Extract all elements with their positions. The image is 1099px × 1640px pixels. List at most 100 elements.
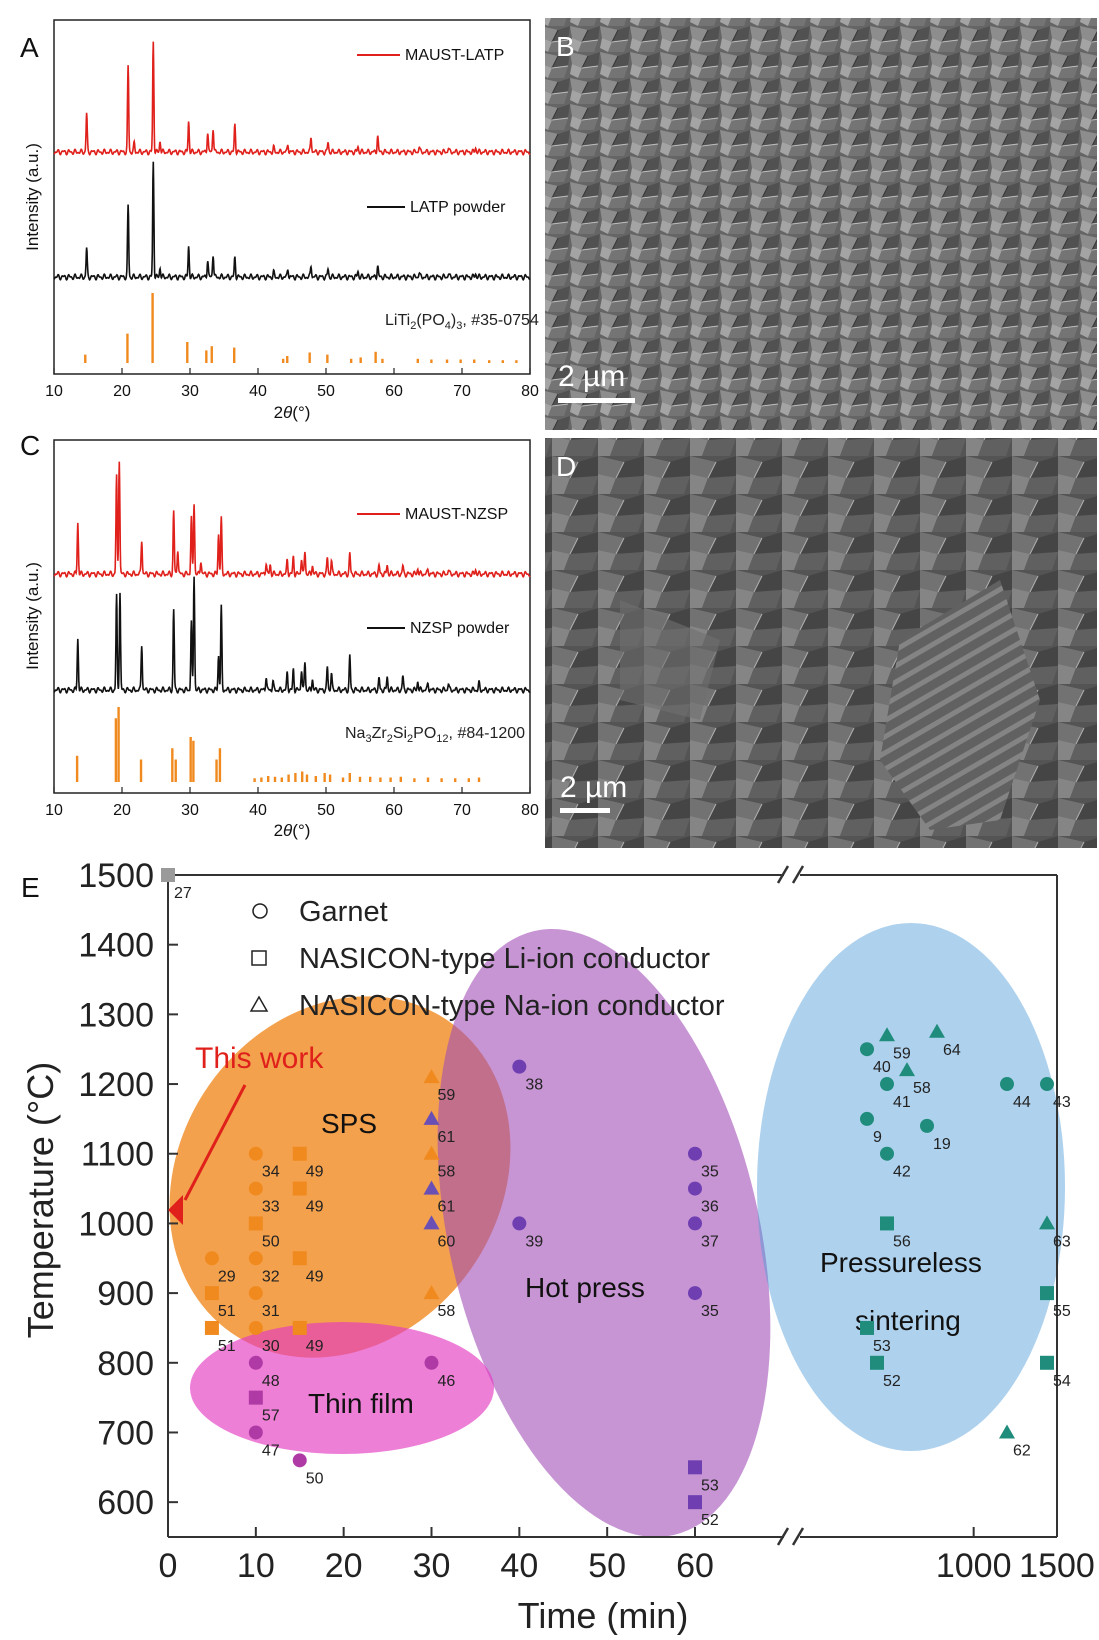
square-point-52: [870, 1355, 884, 1370]
label-sps: SPS: [321, 1108, 377, 1139]
legend-li-conductor: NASICON-type Li-ion conductor: [299, 943, 710, 975]
panel-a-y-label: Intensity (a.u.): [23, 143, 42, 251]
point-ref-label: 50: [262, 1233, 280, 1250]
circle-point-39: [512, 1216, 527, 1231]
panel-d-scale-label: 2 µm: [560, 771, 627, 804]
point-ref-label: 29: [218, 1268, 236, 1285]
legend-nzsp-powder: NZSP powder: [410, 620, 510, 637]
panel-a-frame: [53, 19, 531, 375]
x-tick-label: 10: [45, 802, 63, 819]
y-tick-label: 900: [97, 1275, 154, 1313]
point-ref-label: 53: [873, 1338, 891, 1355]
point-ref-label: 49: [306, 1268, 324, 1285]
panel-letter-e: E: [21, 872, 40, 903]
point-ref-label: 61: [438, 1129, 456, 1146]
panel-e-x-label: Time (min): [518, 1595, 689, 1635]
triangle-point-59: [423, 1069, 440, 1084]
point-ref-label: 59: [438, 1087, 456, 1104]
panel-a-x-label: 2θ(°): [274, 403, 311, 422]
panel-b-scale-bar: [558, 398, 635, 403]
axis-break-top: [776, 865, 805, 884]
panel-letter-d: D: [556, 451, 576, 482]
triangle-point-58: [899, 1062, 915, 1077]
xrd-series-1: [53, 576, 531, 695]
point-ref-label: 58: [438, 1164, 456, 1181]
square-point-49: [292, 1146, 307, 1161]
label-hot-press: Hot press: [525, 1272, 645, 1303]
x-tick-label: 60: [385, 802, 403, 819]
x-tick-label: 40: [249, 802, 267, 819]
square-point-50: [248, 1216, 263, 1231]
point-ref-label: 27: [174, 885, 192, 902]
x-tick-label: 1500: [1019, 1547, 1095, 1585]
point-ref-label: 52: [883, 1373, 901, 1390]
panel-b-sem-image: B 2 µm: [545, 18, 1097, 430]
panel-e-y-ticks: 600 700 800 900 1000 1100 1200 1300 1400 1500: [78, 857, 178, 1522]
circle-point-29: [204, 1251, 219, 1266]
point-ref-label: 51: [218, 1303, 236, 1320]
point-ref-label: 39: [525, 1233, 543, 1250]
point-ref-label: 37: [701, 1233, 719, 1250]
panel-letter-c: C: [20, 430, 40, 461]
point-ref-label: 64: [943, 1042, 961, 1059]
legend-na-conductor: NASICON-type Na-ion conductor: [299, 990, 725, 1022]
circle-point-41: [880, 1077, 894, 1092]
annotation-this-work-arrow: [183, 1084, 247, 1201]
x-tick-label: 40: [249, 383, 267, 400]
x-tick-label: 0: [159, 1547, 178, 1585]
point-ref-label: 40: [873, 1059, 891, 1076]
square-point-51: [204, 1320, 219, 1335]
legend-ref-nzsp: Na3Zr2Si2PO12, #84-1200: [345, 725, 525, 745]
circle-point-35: [688, 1286, 702, 1301]
triangle-point-62: [999, 1424, 1015, 1439]
panel-letter-a: A: [20, 32, 39, 63]
circle-point-37: [688, 1216, 702, 1231]
x-tick-label: 30: [181, 383, 199, 400]
point-ref-label: 60: [438, 1233, 456, 1250]
this-work-marker: [168, 1195, 183, 1225]
x-tick-label: 70: [453, 802, 471, 819]
legend-latp-powder: LATP powder: [410, 199, 506, 216]
point-ref-label: 50: [306, 1470, 324, 1487]
panel-d-scale-bar: [560, 808, 610, 813]
triangle-point-58: [423, 1145, 440, 1160]
triangle-point-64: [929, 1023, 945, 1038]
point-ref-label: 36: [701, 1199, 719, 1216]
circle-point-43: [1040, 1077, 1054, 1092]
circle-point-9: [860, 1111, 874, 1126]
circle-point-30: [248, 1320, 263, 1335]
point-ref-label: 35: [701, 1164, 719, 1181]
square-point-54: [1040, 1355, 1054, 1370]
legend-maust-latp: MAUST-LATP: [405, 47, 504, 64]
square-point-49: [292, 1251, 307, 1266]
circle-point-31: [248, 1286, 263, 1301]
panel-b-scale-label: 2 µm: [558, 360, 625, 393]
circle-point-32: [248, 1251, 263, 1266]
point-ref-label: 34: [262, 1164, 280, 1181]
square-point-55: [1040, 1286, 1054, 1301]
square-point-27: [161, 868, 175, 882]
point-ref-label: 58: [913, 1080, 931, 1097]
point-ref-label: 51: [218, 1338, 236, 1355]
x-tick-label: 80: [521, 383, 539, 400]
point-ref-label: 59: [893, 1045, 911, 1062]
panel-c-x-ticks: 10 20 30 40 50 60 70 80: [45, 787, 539, 819]
x-tick-label: 10: [237, 1547, 275, 1585]
triangle-point-63: [1039, 1215, 1055, 1230]
point-ref-label: 44: [1013, 1094, 1031, 1111]
point-ref-label: 33: [262, 1199, 280, 1216]
square-point-53: [688, 1460, 702, 1475]
point-ref-label: 43: [1053, 1094, 1071, 1111]
panel-d-sem-image: D 2 µm: [545, 438, 1097, 848]
circle-point-50: [292, 1453, 307, 1468]
point-ref-label: 55: [1053, 1303, 1071, 1320]
point-ref-label: 52: [701, 1512, 719, 1529]
region-pressureless: [757, 923, 1065, 1451]
point-ref-label: 49: [306, 1199, 324, 1216]
point-ref-label: 54: [1053, 1373, 1071, 1390]
point-ref-label: 46: [438, 1373, 456, 1390]
x-tick-label: 40: [500, 1547, 538, 1585]
point-ref-label: 57: [262, 1408, 280, 1425]
panel-e-points: 29 34 33 32 31 30 48 47 50 46 38 39 35 36 37 35 40 41 9 42 1…: [161, 868, 1071, 1529]
y-tick-label: 1300: [78, 996, 154, 1034]
